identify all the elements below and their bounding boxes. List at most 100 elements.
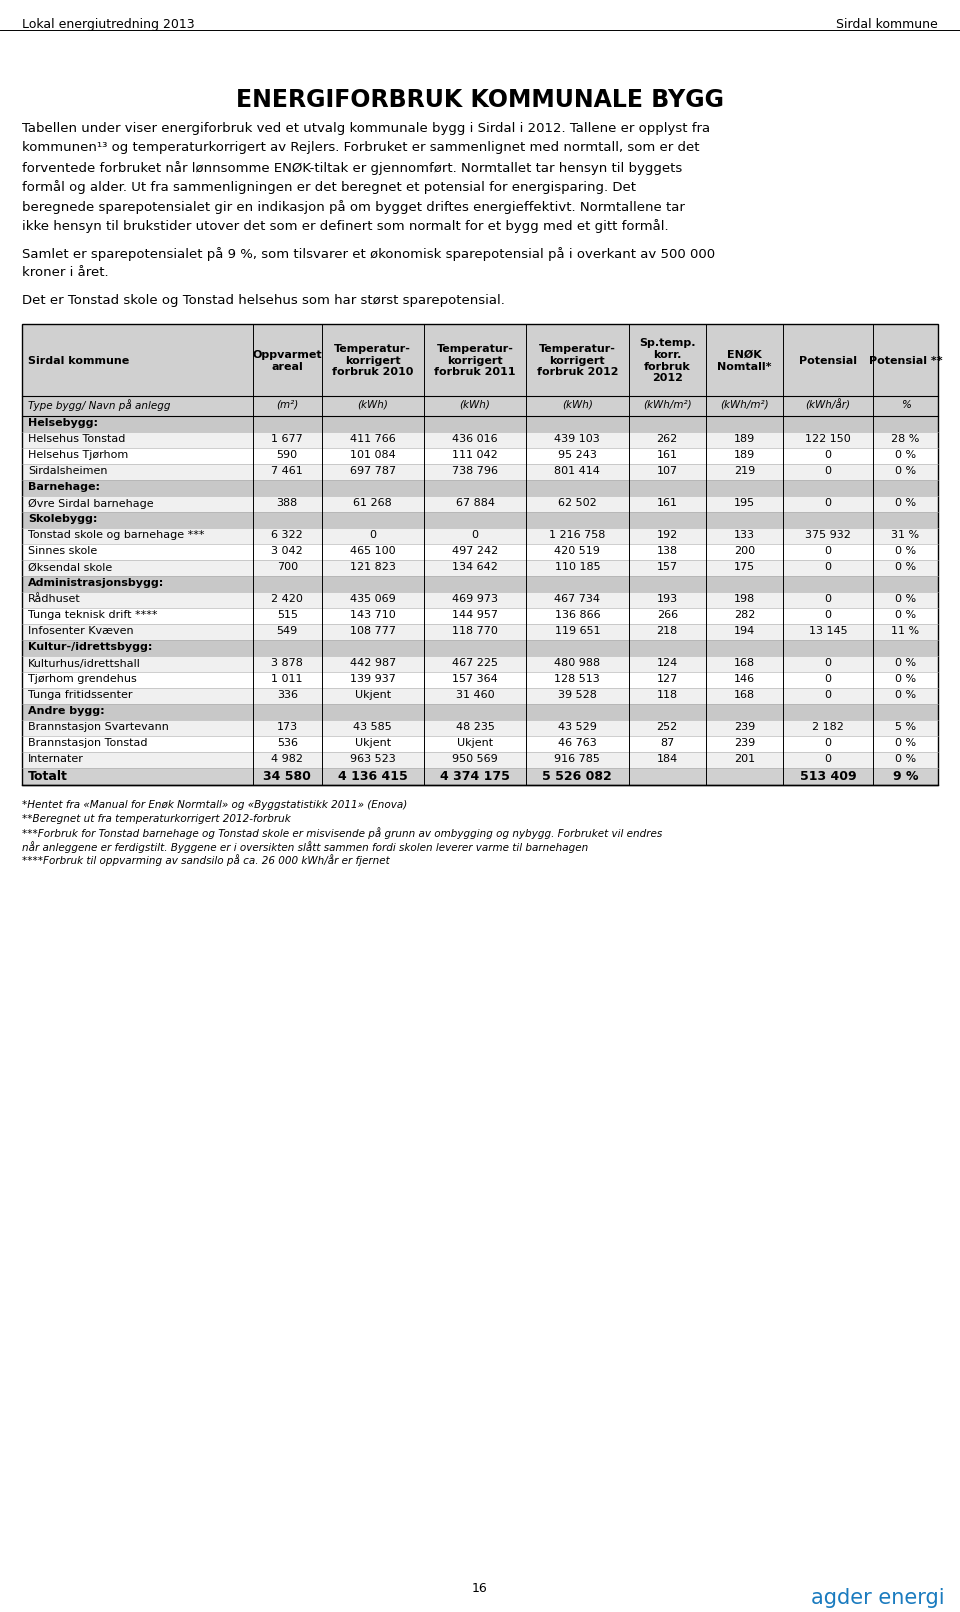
- Text: 465 100: 465 100: [349, 546, 396, 556]
- Text: korrigert: korrigert: [345, 356, 400, 366]
- Text: Temperatur-: Temperatur-: [334, 345, 411, 355]
- Bar: [22, 527, 938, 543]
- Text: 697 787: 697 787: [349, 466, 396, 477]
- Text: 0 %: 0 %: [895, 611, 916, 621]
- Text: 34 580: 34 580: [263, 771, 311, 783]
- Text: 442 987: 442 987: [349, 658, 396, 669]
- Text: forbruk: forbruk: [644, 361, 690, 371]
- Text: 127: 127: [657, 674, 678, 685]
- Text: 110 185: 110 185: [555, 563, 600, 572]
- Text: 0 %: 0 %: [895, 546, 916, 556]
- Text: Potensial: Potensial: [799, 356, 857, 366]
- Text: %: %: [900, 400, 910, 409]
- Text: 801 414: 801 414: [555, 466, 600, 477]
- Bar: [22, 767, 938, 785]
- Text: forbruk 2012: forbruk 2012: [537, 368, 618, 377]
- Text: 62 502: 62 502: [558, 498, 597, 508]
- Text: *Hentet fra «Manual for Enøk Normtall» og «Byggstatistikk 2011» (Enova): *Hentet fra «Manual for Enøk Normtall» o…: [22, 801, 407, 811]
- Text: 195: 195: [734, 498, 756, 508]
- Text: 4 136 415: 4 136 415: [338, 771, 408, 783]
- Text: Ukjent: Ukjent: [457, 738, 493, 748]
- Text: Sinnes skole: Sinnes skole: [28, 546, 97, 556]
- Text: 4 374 175: 4 374 175: [440, 771, 510, 783]
- Text: 111 042: 111 042: [452, 450, 498, 461]
- Text: Totalt: Totalt: [28, 771, 68, 783]
- Text: 375 932: 375 932: [805, 530, 852, 540]
- Text: 219: 219: [734, 466, 756, 477]
- Text: 916 785: 916 785: [555, 754, 600, 764]
- Text: 963 523: 963 523: [349, 754, 396, 764]
- Text: 2012: 2012: [652, 372, 683, 384]
- Text: 146: 146: [734, 674, 756, 685]
- Text: 107: 107: [657, 466, 678, 477]
- Text: 2 182: 2 182: [812, 722, 844, 732]
- Bar: [22, 687, 938, 703]
- Text: 31 %: 31 %: [892, 530, 920, 540]
- Text: Brannstasjon Svartevann: Brannstasjon Svartevann: [28, 722, 169, 732]
- Text: Tabellen under viser energiforbruk ved et utvalg kommunale bygg i Sirdal i 2012.: Tabellen under viser energiforbruk ved e…: [22, 123, 710, 135]
- Text: 175: 175: [734, 563, 756, 572]
- Text: Tonstad skole og barnehage ***: Tonstad skole og barnehage ***: [28, 530, 204, 540]
- Text: 189: 189: [734, 450, 756, 461]
- Text: 143 710: 143 710: [349, 611, 396, 621]
- Bar: [22, 495, 938, 511]
- Text: (kWh/år): (kWh/år): [805, 400, 851, 411]
- Text: (kWh/m²): (kWh/m²): [643, 400, 691, 409]
- Bar: [22, 719, 938, 735]
- Text: 48 235: 48 235: [456, 722, 494, 732]
- Text: Type bygg/ Navn på anlegg: Type bygg/ Navn på anlegg: [28, 400, 171, 411]
- Text: forbruk 2010: forbruk 2010: [332, 368, 414, 377]
- Text: Lokal energiutredning 2013: Lokal energiutredning 2013: [22, 18, 195, 31]
- Text: 161: 161: [657, 498, 678, 508]
- Text: 118 770: 118 770: [452, 627, 498, 637]
- Text: 0 %: 0 %: [895, 595, 916, 604]
- Text: areal: areal: [272, 361, 303, 371]
- Text: 9 %: 9 %: [893, 771, 919, 783]
- Text: 3 042: 3 042: [272, 546, 303, 556]
- Text: Brannstasjon Tonstad: Brannstasjon Tonstad: [28, 738, 148, 748]
- Text: 122 150: 122 150: [805, 435, 852, 445]
- Text: 136 866: 136 866: [555, 611, 600, 621]
- Text: 0: 0: [825, 674, 831, 685]
- Bar: [22, 432, 938, 448]
- Text: Samlet er sparepotensialet på 9 %, som tilsvarer et økonomisk sparepotensial på : Samlet er sparepotensialet på 9 %, som t…: [22, 247, 715, 261]
- Text: 108 777: 108 777: [349, 627, 396, 637]
- Bar: [22, 608, 938, 624]
- Text: når anleggene er ferdigstilt. Byggene er i oversikten slått sammen fordi skolen : når anleggene er ferdigstilt. Byggene er…: [22, 841, 588, 853]
- Text: (kWh/m²): (kWh/m²): [720, 400, 769, 409]
- Text: 11 %: 11 %: [892, 627, 920, 637]
- Text: Temperatur-: Temperatur-: [437, 345, 514, 355]
- Text: 0: 0: [370, 530, 376, 540]
- Text: 513 409: 513 409: [800, 771, 856, 783]
- Text: 239: 239: [734, 722, 756, 732]
- Text: Øksendal skole: Øksendal skole: [28, 563, 112, 572]
- Text: 0 %: 0 %: [895, 466, 916, 477]
- Text: 201: 201: [734, 754, 756, 764]
- Text: 497 242: 497 242: [452, 546, 498, 556]
- Text: 139 937: 139 937: [349, 674, 396, 685]
- Text: Nomtall*: Nomtall*: [717, 361, 772, 371]
- Text: 157 364: 157 364: [452, 674, 498, 685]
- Text: (kWh): (kWh): [357, 400, 388, 409]
- Text: 121 823: 121 823: [349, 563, 396, 572]
- Text: 28 %: 28 %: [892, 435, 920, 445]
- Text: Ukjent: Ukjent: [354, 738, 391, 748]
- Text: 61 268: 61 268: [353, 498, 392, 508]
- Text: Rådhuset: Rådhuset: [28, 595, 81, 604]
- Bar: [22, 592, 938, 608]
- Text: 184: 184: [657, 754, 678, 764]
- Text: 0: 0: [825, 690, 831, 701]
- Text: 0 %: 0 %: [895, 658, 916, 669]
- Text: 0 %: 0 %: [895, 563, 916, 572]
- Text: 192: 192: [657, 530, 678, 540]
- Text: Administrasjonsbygg:: Administrasjonsbygg:: [28, 579, 164, 588]
- Text: 39 528: 39 528: [558, 690, 597, 701]
- Text: Sirdal kommune: Sirdal kommune: [836, 18, 938, 31]
- Text: kroner i året.: kroner i året.: [22, 266, 108, 279]
- Text: 0 %: 0 %: [895, 738, 916, 748]
- Text: 1 216 758: 1 216 758: [549, 530, 606, 540]
- Text: 194: 194: [734, 627, 756, 637]
- Bar: [22, 640, 938, 656]
- Text: 161: 161: [657, 450, 678, 461]
- Text: 0 %: 0 %: [895, 754, 916, 764]
